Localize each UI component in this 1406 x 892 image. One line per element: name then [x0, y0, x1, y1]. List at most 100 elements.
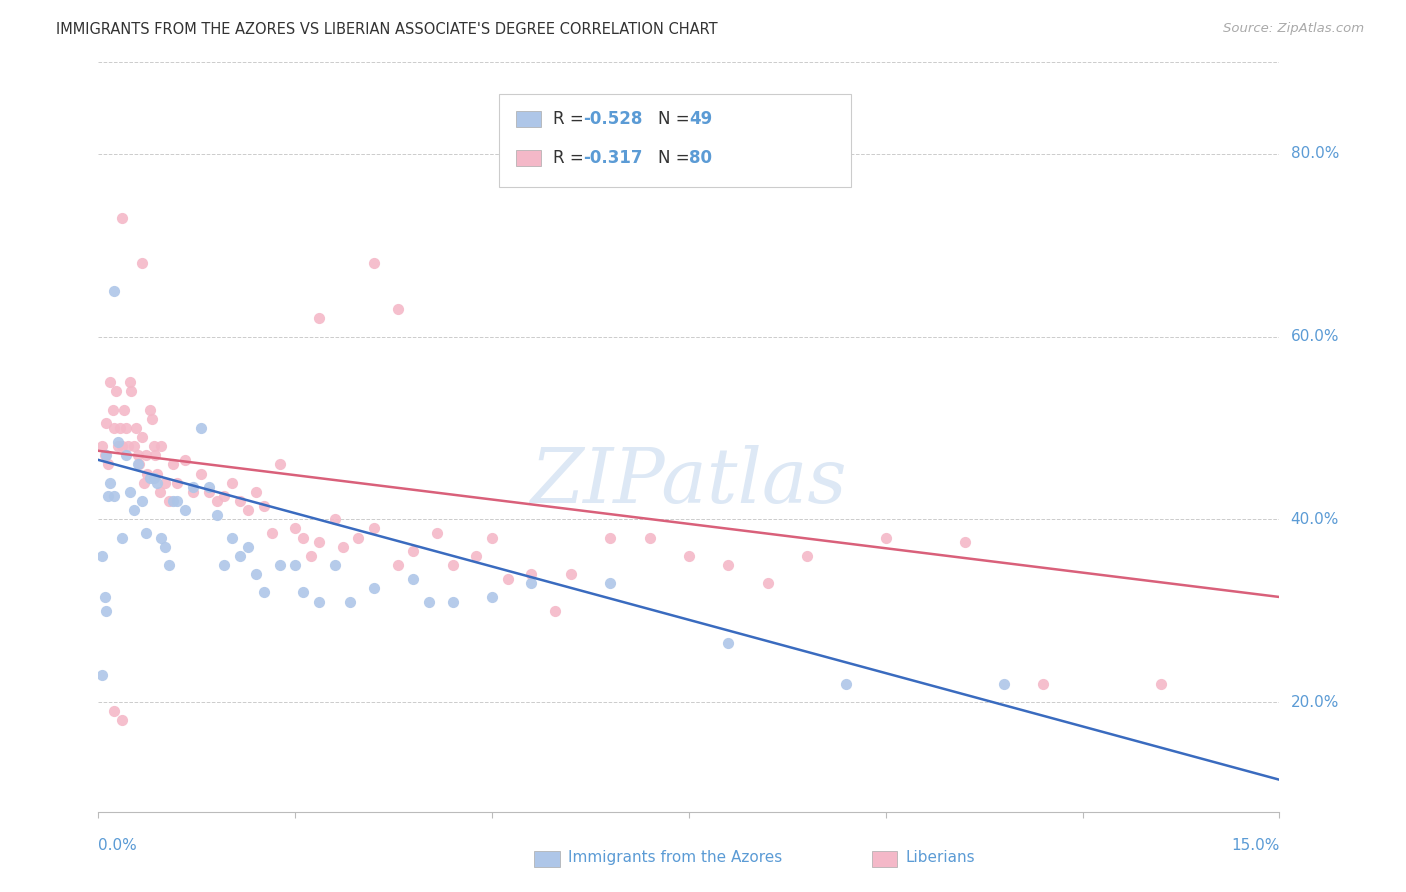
- Point: [98, 475, 121, 490]
- Point: [181, 480, 204, 494]
- Point: [299, 549, 322, 563]
- Text: -0.528: -0.528: [583, 110, 643, 128]
- Point: [125, 421, 148, 435]
- Point: [110, 421, 132, 435]
- Text: 0.0%: 0.0%: [98, 838, 138, 854]
- Point: [284, 558, 307, 572]
- Point: [236, 503, 259, 517]
- Point: [441, 558, 464, 572]
- Text: 49: 49: [689, 110, 713, 128]
- Point: [115, 421, 138, 435]
- Point: [138, 471, 160, 485]
- Point: [323, 512, 346, 526]
- Point: [835, 677, 858, 691]
- Point: [347, 531, 370, 545]
- Point: [112, 402, 135, 417]
- Point: [441, 594, 464, 608]
- Point: [127, 448, 149, 462]
- Point: [103, 490, 125, 504]
- Point: [122, 503, 145, 517]
- Point: [678, 549, 700, 563]
- Point: [292, 531, 315, 545]
- Point: [481, 590, 503, 604]
- Point: [520, 567, 543, 582]
- Point: [118, 376, 141, 390]
- Point: [143, 448, 166, 462]
- Point: [157, 558, 180, 572]
- Text: N =: N =: [658, 110, 695, 128]
- Text: 60.0%: 60.0%: [1291, 329, 1339, 344]
- Point: [131, 256, 153, 270]
- Text: IMMIGRANTS FROM THE AZORES VS LIBERIAN ASSOCIATE'S DEGREE CORRELATION CHART: IMMIGRANTS FROM THE AZORES VS LIBERIAN A…: [56, 22, 718, 37]
- Point: [103, 704, 125, 718]
- Point: [269, 458, 291, 472]
- Text: -0.317: -0.317: [583, 149, 643, 167]
- Point: [197, 480, 219, 494]
- Point: [142, 471, 165, 485]
- Point: [953, 535, 976, 549]
- Text: 15.0%: 15.0%: [1232, 838, 1279, 854]
- Point: [875, 531, 897, 545]
- Point: [127, 458, 149, 472]
- Point: [91, 667, 114, 681]
- Point: [91, 439, 114, 453]
- Point: [190, 421, 212, 435]
- Point: [107, 434, 129, 449]
- Point: [96, 604, 118, 618]
- Point: [418, 594, 440, 608]
- Point: [308, 594, 330, 608]
- Point: [117, 439, 139, 453]
- Point: [131, 430, 153, 444]
- Text: R =: R =: [553, 149, 589, 167]
- Point: [214, 490, 236, 504]
- Point: [993, 677, 1015, 691]
- Point: [544, 604, 567, 618]
- Point: [717, 635, 740, 649]
- Point: [205, 508, 228, 522]
- Point: [162, 494, 184, 508]
- Point: [269, 558, 291, 572]
- Point: [599, 576, 621, 591]
- Point: [138, 402, 160, 417]
- Point: [260, 526, 283, 541]
- Point: [132, 475, 155, 490]
- Point: [97, 490, 120, 504]
- Point: [135, 526, 157, 541]
- Point: [253, 499, 276, 513]
- Text: R =: R =: [553, 110, 589, 128]
- Point: [141, 412, 163, 426]
- Point: [363, 581, 385, 595]
- Point: [103, 421, 125, 435]
- Point: [115, 448, 138, 462]
- Text: Liberians: Liberians: [905, 850, 976, 864]
- Point: [332, 540, 354, 554]
- Point: [91, 549, 114, 563]
- Point: [1032, 677, 1054, 691]
- Point: [150, 531, 173, 545]
- Point: [387, 558, 409, 572]
- Point: [236, 540, 259, 554]
- Point: [111, 211, 134, 225]
- Point: [214, 558, 236, 572]
- Point: [402, 544, 425, 558]
- Point: [245, 567, 267, 582]
- Point: [162, 458, 184, 472]
- Point: [245, 484, 267, 499]
- Point: [149, 484, 172, 499]
- Point: [205, 494, 228, 508]
- Point: [146, 475, 169, 490]
- Point: [387, 302, 409, 317]
- Text: 40.0%: 40.0%: [1291, 512, 1339, 527]
- Point: [560, 567, 582, 582]
- Point: [142, 439, 165, 453]
- Point: [363, 256, 385, 270]
- Point: [118, 484, 141, 499]
- Text: Source: ZipAtlas.com: Source: ZipAtlas.com: [1223, 22, 1364, 36]
- Point: [131, 494, 153, 508]
- Point: [426, 526, 449, 541]
- Point: [155, 540, 177, 554]
- Point: [339, 594, 361, 608]
- Point: [111, 714, 134, 728]
- Point: [101, 402, 124, 417]
- Point: [221, 531, 243, 545]
